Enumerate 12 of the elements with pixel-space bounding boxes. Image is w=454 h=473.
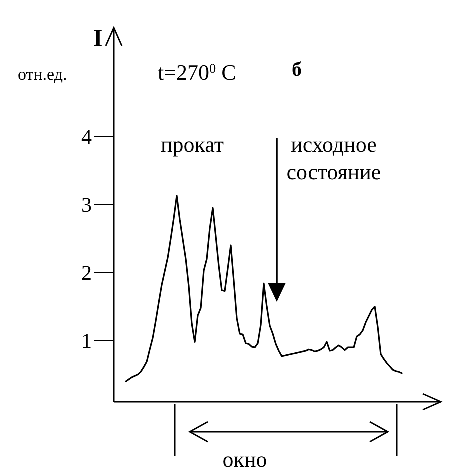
text: окно [222, 447, 268, 472]
y-tick-label: 1 [82, 328, 92, 353]
text: отн.ед. [18, 65, 68, 84]
text: t=270$^{0}$ C [158, 60, 236, 85]
y-axis-title: I [93, 26, 103, 52]
annotation: прокат [161, 132, 224, 157]
y-tick-label: 4 [82, 124, 92, 149]
y-tick-label: 3 [82, 192, 92, 217]
annotation: исходное состояние [286, 132, 382, 184]
line-series [125, 195, 403, 382]
y-tick-label: 2 [82, 260, 92, 285]
annotation: б [292, 59, 302, 81]
